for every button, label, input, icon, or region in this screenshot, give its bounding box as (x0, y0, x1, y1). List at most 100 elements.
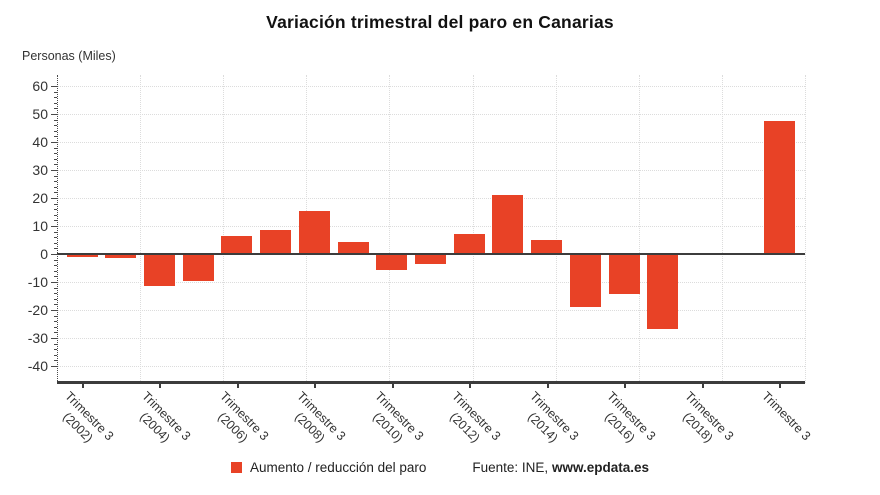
chart-bar-11 (453, 233, 485, 254)
y-minor-tick-mark (54, 270, 57, 272)
y-tick-mark (51, 198, 57, 199)
x-tick-mark (159, 381, 162, 388)
x-tick-mark (469, 381, 472, 388)
y-minor-tick-mark (54, 259, 57, 261)
h-gridline (57, 226, 805, 227)
y-tick-mark (51, 366, 57, 367)
v-gridline (223, 75, 225, 383)
y-tick-mark (51, 310, 57, 311)
y-minor-tick-mark (54, 186, 57, 188)
chart-bar-5 (221, 236, 253, 254)
legend-swatch (231, 462, 243, 473)
source-link[interactable]: www.epdata.es (551, 460, 649, 475)
chart-bar-3 (143, 254, 175, 286)
y-minor-tick-mark (54, 321, 57, 323)
x-tick-label: Trimestre 3 (2002) (50, 389, 116, 455)
y-minor-tick-mark (54, 343, 57, 345)
chart-bar-15 (608, 254, 640, 295)
y-tick-label: 50 (32, 106, 48, 122)
y-minor-tick-mark (54, 276, 57, 278)
y-tick-label: 40 (32, 134, 48, 150)
y-tick-mark (51, 170, 57, 171)
h-gridline (57, 142, 805, 143)
zero-line (57, 253, 805, 255)
y-minor-tick-mark (54, 293, 57, 295)
v-gridline (805, 75, 806, 383)
y-tick-label: -10 (27, 274, 48, 290)
y-minor-tick-mark (54, 237, 57, 239)
x-tick-label: Trimestre 3 (758, 389, 813, 444)
y-tick-mark (51, 226, 57, 227)
y-minor-tick-mark (54, 192, 57, 194)
v-gridline (555, 75, 557, 383)
v-gridline (140, 75, 142, 383)
y-minor-tick-mark (54, 214, 57, 216)
x-tick-label: Trimestre 3 (2010) (360, 389, 426, 455)
h-gridline (57, 366, 805, 367)
y-axis-line (57, 75, 58, 383)
x-tick-label: Trimestre 3 (2016) (592, 389, 659, 455)
x-tick-mark (624, 381, 627, 388)
y-tick-label: 30 (32, 162, 48, 178)
h-gridline (57, 198, 805, 199)
y-minor-tick-mark (54, 153, 57, 155)
y-tick-label: -40 (27, 358, 48, 374)
y-minor-tick-mark (54, 298, 57, 300)
y-minor-tick-mark (54, 265, 57, 267)
x-tick-label: Trimestre 3 (2008) (282, 389, 349, 455)
x-tick-mark (546, 381, 549, 388)
y-tick-label: 60 (32, 78, 48, 94)
chart-bar-10 (415, 254, 446, 265)
h-gridline (57, 310, 805, 311)
y-tick-mark (51, 114, 57, 115)
y-minor-tick-mark (54, 175, 57, 177)
y-minor-tick-mark (54, 203, 57, 205)
h-gridline (57, 282, 805, 283)
h-gridline (57, 86, 805, 87)
y-tick-mark (51, 338, 57, 339)
y-minor-tick-mark (54, 125, 57, 127)
y-tick-label: 20 (32, 190, 48, 206)
y-tick-label: -20 (27, 302, 48, 318)
y-minor-tick-mark (54, 130, 57, 132)
v-gridline (721, 75, 723, 383)
x-axis-line (57, 381, 805, 384)
x-tick-label: Trimestre 3 (2006) (205, 389, 271, 455)
chart-bar-14 (569, 254, 601, 307)
y-minor-tick-mark (54, 102, 57, 104)
y-tick-mark (51, 142, 57, 143)
source-label: Fuente: INE, (472, 460, 549, 475)
chart-bar-4 (182, 254, 214, 281)
y-minor-tick-mark (54, 315, 57, 317)
v-gridline (389, 75, 391, 383)
x-tick-mark (701, 381, 704, 388)
y-minor-tick-mark (54, 164, 57, 166)
x-tick-mark (236, 381, 239, 388)
y-tick-mark (51, 282, 57, 283)
chart-bar-6 (260, 229, 292, 254)
y-tick-label: 10 (32, 218, 48, 234)
y-minor-tick-mark (54, 248, 57, 250)
y-minor-tick-mark (54, 349, 57, 351)
y-minor-tick-mark (54, 97, 57, 99)
y-minor-tick-mark (54, 181, 57, 183)
chart-bar-7 (298, 210, 330, 254)
y-minor-tick-mark (54, 287, 57, 289)
y-minor-tick-mark (54, 147, 57, 149)
y-tick-mark (51, 254, 57, 255)
source-caption: Fuente: INE, www.epdata.es (472, 460, 649, 475)
x-tick-label-line1: Trimestre 3 (759, 389, 814, 444)
x-tick-label: Trimestre 3 (2018) (669, 389, 736, 455)
chart-bar-9 (376, 254, 408, 270)
v-gridline (638, 75, 640, 383)
y-minor-tick-mark (54, 220, 57, 222)
x-tick-mark (314, 381, 317, 388)
y-minor-tick-mark (54, 136, 57, 138)
y-minor-tick-mark (54, 119, 57, 121)
y-tick-label: -30 (27, 330, 48, 346)
x-tick-mark (391, 381, 394, 388)
x-tick-mark (82, 381, 84, 388)
y-minor-tick-mark (54, 231, 57, 233)
